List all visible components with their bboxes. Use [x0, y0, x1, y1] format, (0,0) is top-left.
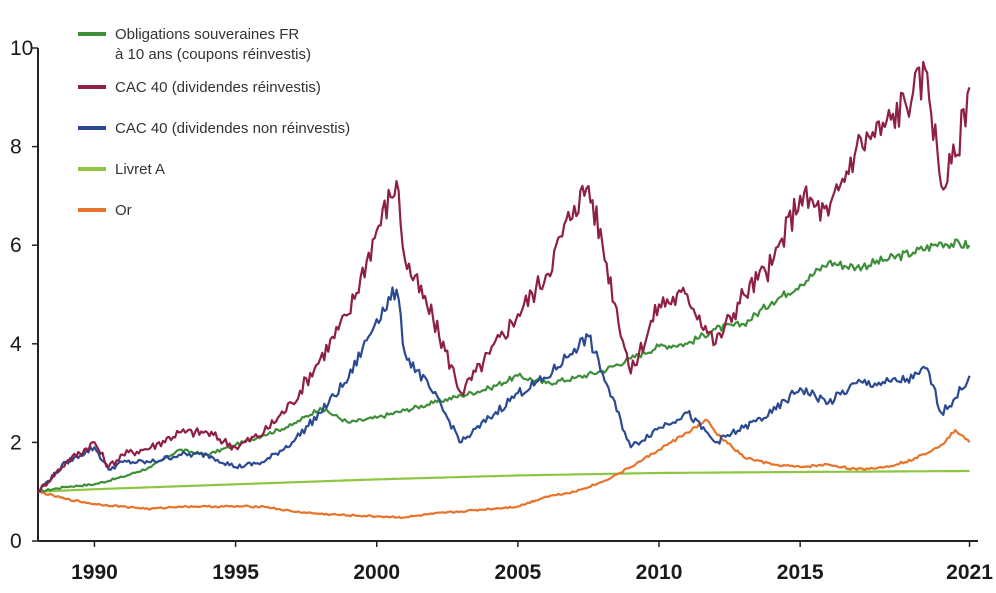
x-tick-label: 2015	[777, 561, 824, 584]
x-tick-label: 2005	[495, 561, 542, 584]
series-line-2	[37, 286, 971, 493]
y-tick-label: 4	[10, 333, 22, 356]
series-line-4	[37, 418, 971, 520]
y-ticks: 0 2 4 6 8 10	[10, 37, 38, 553]
x-axis: 1990 1995 2000 2005 2010 2015 2021	[38, 540, 993, 584]
y-tick-label: 0	[10, 530, 22, 553]
legend-label-1: CAC 40 (dividendes réinvestis)	[115, 79, 321, 96]
y-axis: 0 2 4 6 8 10	[10, 37, 39, 553]
y-tick-label: 6	[10, 234, 22, 257]
legend-label-4: Or	[115, 202, 132, 219]
y-tick-label: 2	[10, 431, 22, 454]
x-tick-label: 2021	[946, 561, 993, 584]
series-line-0	[37, 238, 971, 493]
x-tick-label: 2000	[353, 561, 400, 584]
x-ticks: 1990 1995 2000 2005 2010 2015 2021	[71, 541, 993, 584]
x-tick-label: 2010	[636, 561, 683, 584]
series-line-1	[38, 60, 971, 493]
legend: Obligations souveraines FR à 10 ans (coup…	[78, 26, 350, 219]
series-line-3	[37, 469, 970, 493]
legend-label-3: Livret A	[115, 161, 165, 178]
legend-label-0: Obligations souveraines FR	[115, 26, 299, 43]
x-tick-label: 1990	[71, 561, 118, 584]
legend-label-2: CAC 40 (dividendes non réinvestis)	[115, 120, 350, 137]
y-tick-label: 8	[10, 136, 22, 159]
x-tick-label: 1995	[212, 561, 259, 584]
legend-label-0: à 10 ans (coupons réinvestis)	[115, 46, 311, 63]
y-tick-label: 10	[10, 37, 33, 60]
series-layer	[37, 60, 971, 520]
